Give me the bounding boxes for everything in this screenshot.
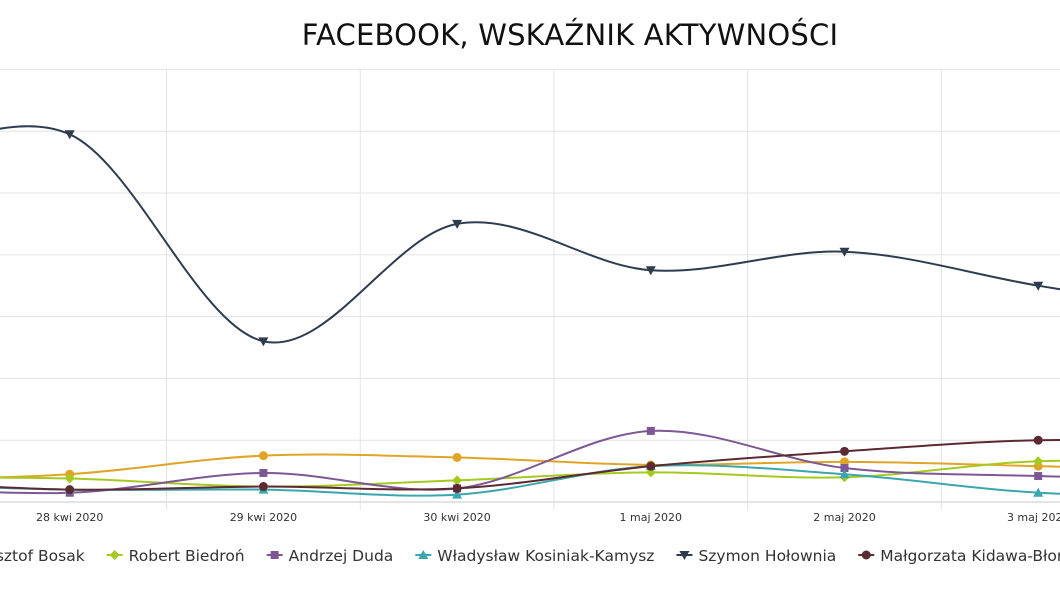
x-tick-label: 30 kwi 2020 bbox=[423, 511, 490, 524]
data-point-robert-biedron bbox=[452, 475, 463, 486]
legend-label: Andrzej Duda bbox=[289, 547, 394, 565]
series-line-krzysztof-bosak bbox=[0, 453, 1060, 479]
data-point-andrzej-duda bbox=[840, 464, 849, 473]
legend: Krzysztof Bosak Robert Biedroń Andrzej Dud… bbox=[0, 547, 1060, 565]
x-tick-label: 1 maj 2020 bbox=[620, 511, 683, 524]
legend-label: Władysław Kosiniak-Kamysz bbox=[437, 547, 654, 565]
data-point-w-adys-aw-kosiniak-kamysz bbox=[839, 469, 850, 479]
data-point-szymon-ho-ownia bbox=[64, 130, 75, 140]
data-point-ma-gorzata-kidawa-b-on-ska bbox=[65, 485, 75, 495]
legend-marker bbox=[418, 550, 429, 559]
data-point-w-adys-aw-kosiniak-kamysz bbox=[452, 489, 463, 499]
legend-label: Krzysztof Bosak bbox=[0, 547, 85, 565]
x-tick-label: 3 maj 2020 bbox=[1007, 511, 1060, 524]
legend-item[interactable]: Krzysztof Bosak bbox=[0, 547, 85, 565]
series-lines bbox=[0, 125, 1060, 497]
legend-item[interactable]: Małgorzata Kidawa-Błońska bbox=[858, 547, 1060, 565]
x-tick-label: 29 kwi 2020 bbox=[230, 511, 297, 524]
data-point-krzysztof-bosak bbox=[258, 451, 268, 461]
x-axis-tick-labels: 28 kwi 2020 29 kwi 2020 30 kwi 2020 1 maj 2… bbox=[36, 511, 1060, 524]
legend-marker bbox=[679, 551, 690, 560]
chart-grid bbox=[0, 68, 1060, 510]
data-point-ma-gorzata-kidawa-b-on-ska bbox=[1033, 435, 1043, 445]
data-point-ma-gorzata-kidawa-b-on-ska bbox=[452, 483, 462, 493]
data-point-szymon-ho-ownia bbox=[645, 266, 656, 276]
data-point-robert-biedron bbox=[1033, 456, 1044, 467]
legend-marker bbox=[270, 551, 279, 559]
legend-marker bbox=[109, 550, 120, 560]
data-point-andrzej-duda bbox=[1034, 472, 1043, 481]
legend-label: Szymon Hołownia bbox=[698, 547, 836, 565]
legend-item[interactable]: Władysław Kosiniak-Kamysz bbox=[415, 547, 654, 565]
legend-marker bbox=[861, 550, 871, 560]
legend-item[interactable]: Szymon Hołownia bbox=[676, 547, 836, 565]
data-point-ma-gorzata-kidawa-b-on-ska bbox=[258, 482, 268, 492]
chart-title: FACEBOOK, WSKAŹNIK AKTYWNOŚCI bbox=[301, 18, 839, 52]
series-markers bbox=[64, 130, 1044, 499]
legend-label: Małgorzata Kidawa-Błońska bbox=[880, 547, 1060, 565]
data-point-andrzej-duda bbox=[646, 426, 655, 435]
data-point-andrzej-duda bbox=[259, 468, 268, 477]
data-point-szymon-ho-ownia bbox=[452, 219, 463, 229]
series-line-ma-gorzata-kidawa-b-on-ska bbox=[0, 438, 1060, 491]
data-point-ma-gorzata-kidawa-b-on-ska bbox=[646, 461, 656, 471]
legend-label: Robert Biedroń bbox=[129, 547, 245, 565]
series-line-szymon-ho-ownia bbox=[0, 125, 1060, 344]
x-tick-label: 28 kwi 2020 bbox=[36, 511, 103, 524]
x-tick-label: 2 maj 2020 bbox=[813, 511, 876, 524]
data-point-szymon-ho-ownia bbox=[258, 337, 269, 347]
data-point-ma-gorzata-kidawa-b-on-ska bbox=[840, 446, 849, 456]
data-point-krzysztof-bosak bbox=[452, 453, 462, 463]
data-point-w-adys-aw-kosiniak-kamysz bbox=[1033, 487, 1044, 497]
legend-item[interactable]: Andrzej Duda bbox=[266, 547, 394, 565]
legend-item[interactable]: Robert Biedroń bbox=[106, 547, 245, 565]
data-point-robert-biedron bbox=[64, 473, 75, 484]
series-line-robert-biedron bbox=[0, 459, 1060, 488]
data-point-szymon-ho-ownia bbox=[1033, 281, 1044, 291]
data-point-szymon-ho-ownia bbox=[839, 247, 850, 257]
